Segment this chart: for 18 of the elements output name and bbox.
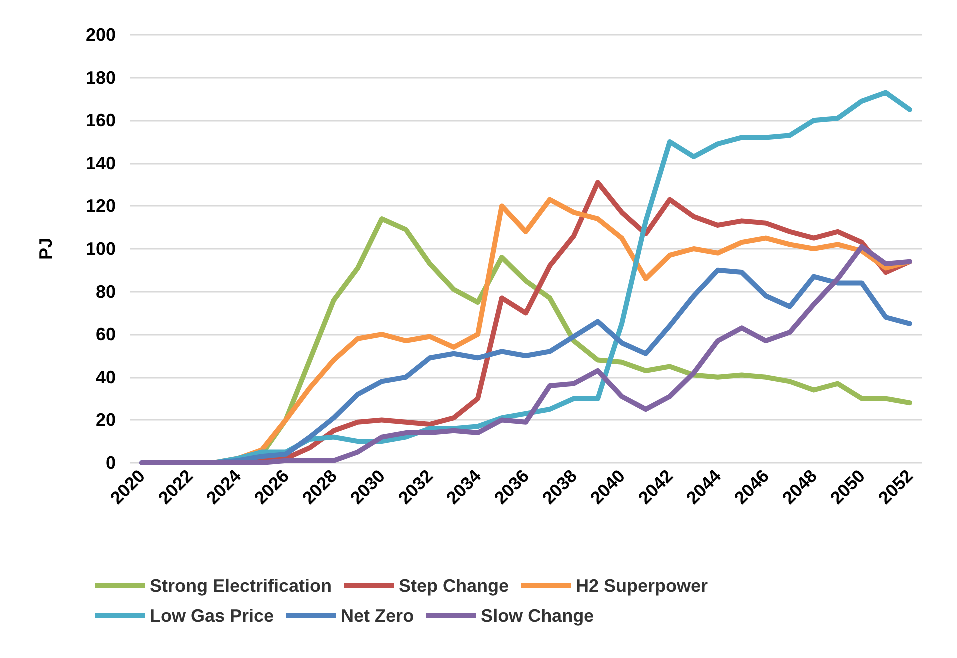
y-tick-label: 60 xyxy=(96,324,116,345)
legend-label: Low Gas Price xyxy=(150,606,274,626)
y-tick-label: 40 xyxy=(96,367,116,388)
y-tick-label: 120 xyxy=(86,196,116,216)
y-tick-label: 20 xyxy=(96,410,116,430)
y-tick-label: 80 xyxy=(96,282,116,302)
legend-label: H2 Superpower xyxy=(576,576,708,596)
y-tick-label: 180 xyxy=(86,68,116,88)
y-axis-title: PJ xyxy=(36,238,56,260)
legend-label: Step Change xyxy=(399,576,510,596)
y-tick-label: 160 xyxy=(86,110,116,131)
y-tick-label: 0 xyxy=(106,453,116,473)
legend-label: Strong Electrification xyxy=(150,576,332,596)
legend-label: Net Zero xyxy=(341,606,414,626)
y-tick-label: 100 xyxy=(86,239,116,259)
legend-label: Slow Change xyxy=(481,606,594,626)
y-tick-label: 200 xyxy=(86,25,116,45)
y-tick-label: 140 xyxy=(86,153,116,174)
